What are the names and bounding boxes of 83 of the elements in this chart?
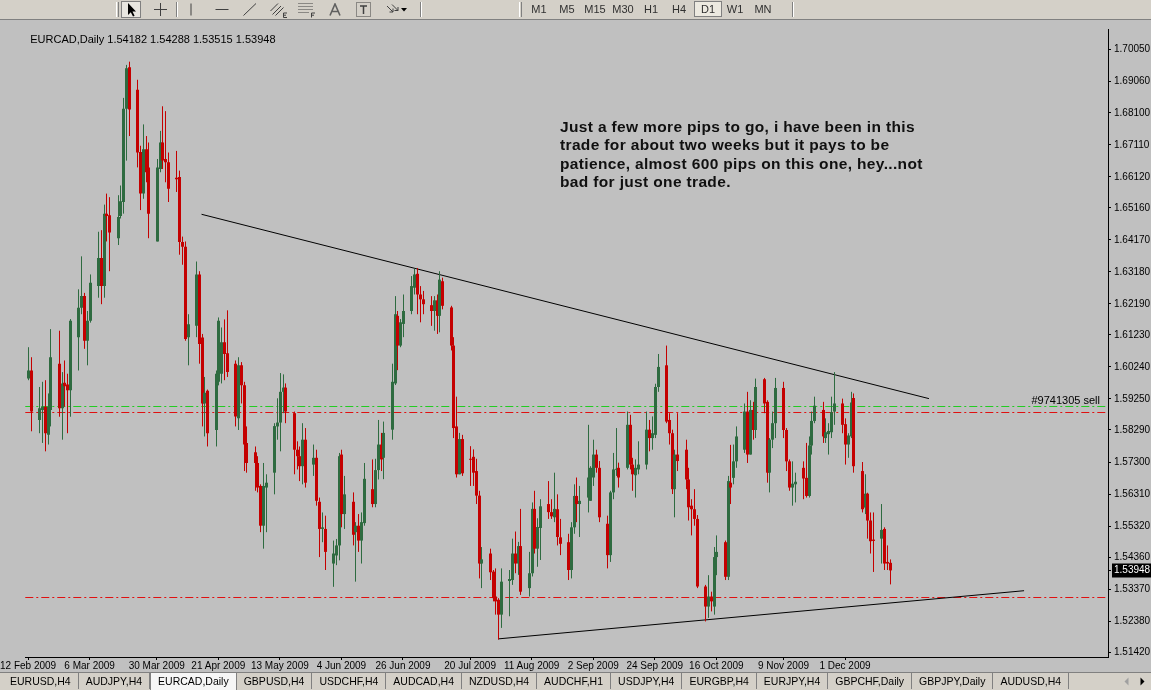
y-tick-label: 1.51420 [1114, 645, 1151, 657]
candlestick [676, 412, 679, 472]
y-tick-label: 1.70050 [1114, 43, 1151, 55]
candlestick [321, 511, 324, 543]
x-tick-label: 26 Jun 2009 [375, 659, 431, 671]
x-tick-label: 6 Mar 2009 [64, 659, 116, 671]
text: GBPUSD,H4 [236, 673, 313, 689]
candlestick [226, 309, 229, 378]
y-tick-label: 1.59250 [1114, 392, 1151, 404]
candlestick [430, 295, 433, 327]
text: USDJPY,H4 [611, 673, 683, 689]
y-tick-label: 1.60240 [1114, 360, 1151, 372]
y-tick-label: 1.52380 [1114, 614, 1151, 626]
text: D1 [694, 1, 722, 17]
text: EURUSD,H4 [3, 673, 79, 689]
text: AUDUSD,H4 [993, 673, 1070, 689]
candlestick [332, 540, 335, 588]
ref-line-label: #9741305 sell [1031, 393, 1100, 406]
y-tick-label: 1.55320 [1114, 519, 1151, 531]
x-tick-label: 1 Dec 2009 [819, 659, 872, 671]
text: EURGBP,H4 [682, 673, 757, 689]
chart-title: EURCAD,Daily 1.54182 1.54288 1.53515 1.53948 [30, 33, 276, 46]
text: M30 [611, 2, 635, 16]
candlestick [187, 313, 190, 366]
text: EURCAD,Daily [150, 673, 237, 690]
text: H1 [642, 2, 660, 16]
candlestick [707, 574, 710, 619]
text: EURJPY,H4 [756, 673, 829, 689]
candlestick [343, 475, 346, 530]
candlestick [357, 513, 360, 553]
x-tick-label: 12 Feb 2009 [0, 659, 57, 671]
candlestick [578, 485, 581, 538]
text: GBPJPY,Daily [912, 673, 994, 689]
text: W1 [725, 2, 745, 16]
candlestick [27, 346, 30, 381]
candlestick [324, 515, 327, 571]
candlestick [547, 480, 550, 520]
x-tick-label: 2 Sep 2009 [567, 659, 620, 671]
y-tick-label: 1.57300 [1114, 455, 1151, 467]
text: USDCHF,H4 [312, 673, 387, 689]
candlestick [704, 584, 707, 622]
candlestick [312, 444, 315, 477]
x-tick-label: 21 Apr 2009 [191, 659, 246, 671]
candlestick [469, 445, 472, 487]
candlestick [648, 419, 651, 452]
annotation: Just a few more pips to go, i have been in this trade for about two weeks but it pays to be patience, almost 600 pips on this one, hey...not bad for just one trade. [560, 118, 924, 192]
y-tick-label: 1.67110 [1114, 138, 1150, 150]
y-tick-label: 1.65160 [1114, 201, 1151, 213]
y-tick-label: 1.66120 [1114, 170, 1151, 182]
y-tick-label: 1.56310 [1114, 487, 1151, 499]
y-tick-label: 1.58290 [1114, 423, 1151, 435]
text: AUDJPY,H4 [78, 673, 151, 689]
candlestick [108, 196, 111, 272]
text: M15 [583, 2, 607, 16]
x-tick-label: 24 Sep 2009 [626, 659, 684, 671]
y-tick-label: 1.54360 [1114, 550, 1151, 562]
candlestick [433, 295, 436, 332]
candlestick [41, 381, 44, 444]
text: M5 [558, 2, 576, 16]
y-tick-label: 1.61230 [1114, 328, 1151, 340]
text: MN [753, 2, 773, 16]
y-tick-label: 1.53370 [1114, 582, 1151, 594]
y-tick-label: 1.53948 [1114, 564, 1151, 576]
x-tick-label: 20 Jul 2009 [444, 659, 497, 671]
y-tick-label: 1.62190 [1114, 297, 1151, 309]
y-tick-label: 1.68100 [1114, 106, 1151, 118]
y-tick-label: 1.63180 [1114, 265, 1151, 277]
x-tick-label: 4 Jun 2009 [316, 659, 367, 671]
text: GBPCHF,Daily [828, 673, 913, 689]
x-tick-label: 13 May 2009 [250, 659, 310, 671]
text: AUDCHF,H1 [537, 673, 612, 689]
x-tick-label: 16 Oct 2009 [689, 659, 744, 671]
candlestick [805, 442, 808, 499]
text: NZDUSD,H4 [462, 673, 538, 689]
text: M1 [530, 2, 548, 16]
y-tick-label: 1.69060 [1114, 75, 1151, 87]
candlestick [880, 503, 883, 565]
x-tick-label: 9 Nov 2009 [757, 659, 810, 671]
text: H4 [670, 2, 688, 16]
x-tick-label: 30 Mar 2009 [128, 659, 186, 671]
text: AUDCAD,H4 [386, 673, 463, 689]
y-tick-label: 1.64170 [1114, 233, 1151, 245]
x-tick-label: 11 Aug 2009 [503, 659, 560, 671]
